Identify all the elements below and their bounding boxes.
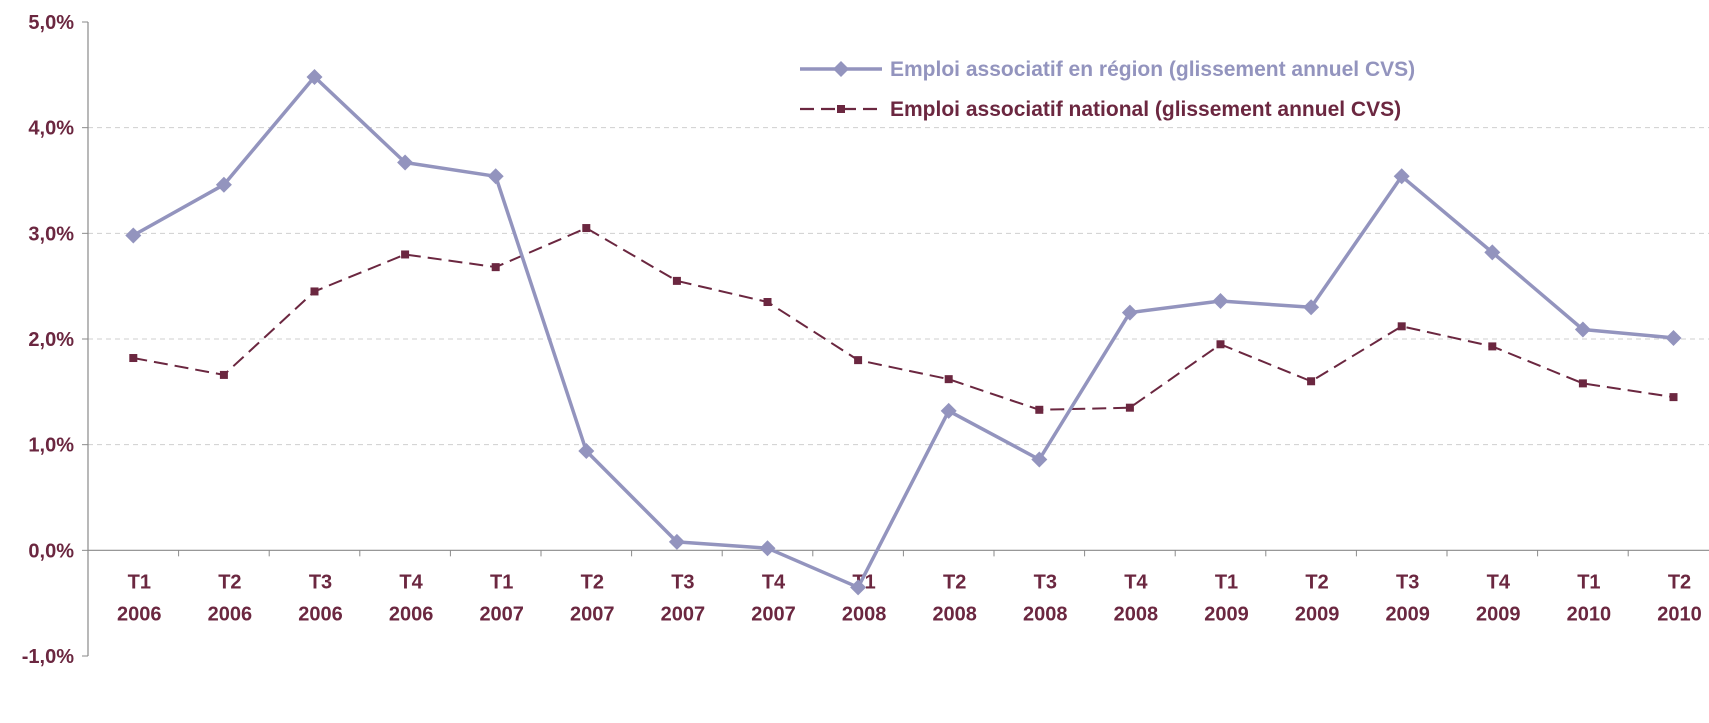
x-tick-label-year: 2009 [1385,603,1430,625]
data-point-diamond [487,168,504,185]
data-point-diamond [215,176,232,193]
x-tick-label-year: 2008 [932,603,977,625]
x-tick-label-quarter: T1 [1577,571,1600,593]
y-tick-label: 4,0% [28,118,74,140]
data-point-square [854,356,863,365]
x-tick-label-quarter: T2 [218,571,241,593]
data-point-diamond [1393,168,1410,185]
x-tick-label-year: 2006 [208,603,253,625]
data-point-diamond [1303,299,1320,316]
x-tick-label-quarter: T2 [1668,571,1691,593]
x-tick-label-year: 2008 [1114,603,1159,625]
x-tick-label-quarter: T3 [1034,571,1057,593]
x-tick-label-year: 2007 [751,603,796,625]
x-tick-label-year: 2007 [661,603,706,625]
legend-label: Emploi associatif en région (glissement … [890,58,1415,81]
x-tick-label-quarter: T2 [943,571,966,593]
legend-marker-diamond [833,61,849,77]
x-tick-label-year: 2009 [1476,603,1521,625]
data-point-diamond [759,540,776,557]
y-tick-label: 2,0% [28,329,74,351]
data-point-square [1035,405,1044,414]
series-region [125,68,1682,596]
x-tick-label-quarter: T4 [1487,571,1511,593]
y-tick-label: 1,0% [28,435,74,457]
data-point-square [944,375,953,384]
y-tick-label: 5,0% [28,12,74,34]
x-tick-label-year: 2006 [298,603,343,625]
x-tick-label-quarter: T2 [581,571,604,593]
data-point-square [1307,377,1316,386]
axes [82,21,1709,657]
series-lines [125,68,1682,596]
x-tick-label-quarter: T1 [128,571,151,593]
data-point-diamond [306,68,323,85]
y-tick-label: 3,0% [28,223,74,245]
y-axis-tick-labels: 5,0% 4,0% 3,0% 2,0% 1,0% 0,0% -1,0% [22,12,74,668]
data-point-square [582,224,591,233]
legend-label: Emploi associatif national (glissement a… [890,98,1401,121]
x-tick-label-year: 2006 [117,603,162,625]
data-point-square [1216,340,1225,349]
x-tick-label-quarter: T3 [671,571,694,593]
data-point-diamond [1031,451,1048,468]
data-point-square [219,370,228,379]
data-point-square [1125,403,1134,412]
data-point-square [129,354,138,363]
x-tick-label-quarter: T3 [1396,571,1419,593]
x-axis-tick-labels: T1 2006 T2 2006 T3 2006 T4 2006 T1 2007 T2 2007 T3 20… [117,571,1702,625]
data-point-square [310,287,319,296]
x-tick-label-year: 2006 [389,603,434,625]
data-point-square [763,298,772,307]
data-point-diamond [668,533,685,550]
data-point-diamond [940,402,957,419]
data-point-diamond [125,227,142,244]
x-tick-label-year: 2008 [842,603,887,625]
data-point-square [1669,393,1678,402]
data-point-square [1578,379,1587,388]
data-point-diamond [1665,329,1682,346]
x-tick-label-quarter: T4 [1124,571,1148,593]
data-point-square [401,250,410,259]
x-tick-label-year: 2009 [1204,603,1249,625]
x-tick-label-year: 2007 [479,603,524,625]
x-tick-label-year: 2007 [570,603,615,625]
data-point-diamond [1121,304,1138,321]
data-point-square [1488,342,1497,351]
series-line [132,75,1674,590]
data-point-square [491,263,500,272]
data-point-square [1397,322,1406,331]
x-tick-label-year: 2009 [1295,603,1340,625]
data-point-diamond [1574,321,1591,338]
legend-entry: Emploi associatif national (glissement a… [800,98,1401,121]
legend-marker-square [837,105,845,113]
series-line [133,227,1674,411]
x-tick-label-year: 2008 [1023,603,1068,625]
x-tick-label-quarter: T1 [490,571,513,593]
data-point-diamond [397,154,414,171]
x-tick-label-year: 2010 [1657,603,1702,625]
gridlines [88,127,1709,446]
x-tick-label-quarter: T4 [399,571,423,593]
series-national [129,224,1678,414]
legend-entry: Emploi associatif en région (glissement … [800,58,1415,81]
data-point-diamond [1212,292,1229,309]
x-tick-label-quarter: T1 [1215,571,1238,593]
data-point-diamond [850,579,867,596]
x-tick-label-quarter: T4 [762,571,786,593]
data-point-diamond [1484,244,1501,261]
data-point-square [672,276,681,285]
legend: Emploi associatif en région (glissement … [800,58,1415,121]
x-tick-label-quarter: T2 [1305,571,1328,593]
x-tick-label-year: 2010 [1567,603,1612,625]
y-tick-label: -1,0% [22,646,74,668]
y-tick-label: 0,0% [28,540,74,562]
x-tick-label-quarter: T3 [309,571,332,593]
data-point-diamond [578,443,595,460]
